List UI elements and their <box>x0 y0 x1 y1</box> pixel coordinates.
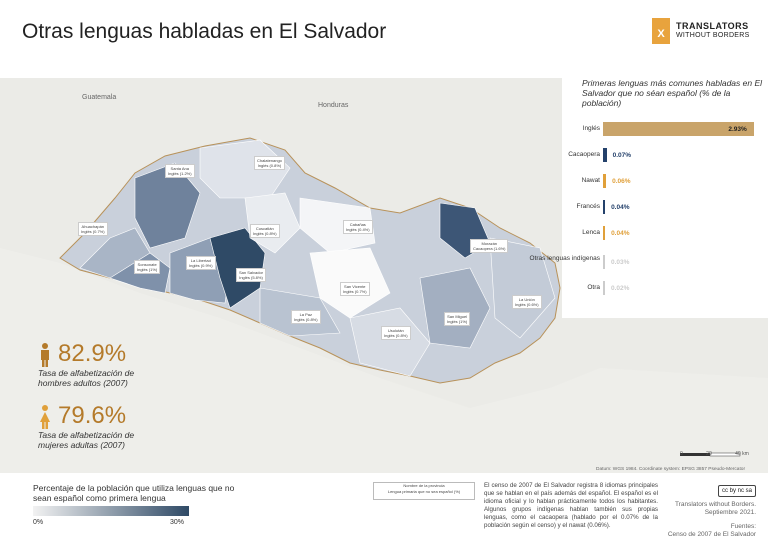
bar-label: Francés <box>576 203 600 210</box>
bar-value-label: 0.03% <box>611 259 630 266</box>
dept-label-la-libertad: La Libertad Inglés (0.9%) <box>186 256 216 270</box>
man-icon <box>41 343 49 367</box>
bar-row: Otras lenguas indígenas 0.03% <box>530 255 768 269</box>
dept-label-la-union: La Unión Inglés (0.6%) <box>512 295 542 309</box>
bar <box>603 226 606 240</box>
stat-men-value: 82.9% <box>58 340 127 367</box>
bar-value-label: 0.06% <box>612 178 631 185</box>
legend-min: 0% <box>33 519 44 526</box>
bar-label: Lenca <box>582 229 600 236</box>
dept-label-morazan: Morazán Cacaopera (1.6%) <box>470 239 509 253</box>
bar-value-label: 2.93% <box>728 126 747 133</box>
bar-row: Inglés 2.93% <box>562 122 768 136</box>
twb-logo[interactable]: X TRANSLATORS WITHOUT BORDERS <box>652 18 750 44</box>
scale-mid: 20 <box>706 451 712 457</box>
datum-text: Datum: WGS 1984. Coordinate system: EPSG… <box>596 467 746 472</box>
stat-men-desc: Tasa de alfabetización de hombres adulto… <box>38 368 135 388</box>
region-la-union <box>489 237 556 339</box>
dept-label-ahuachapan: Ahuachapán Inglés (0.7%) <box>78 222 108 236</box>
bar-value-label: 0.02% <box>611 285 630 292</box>
legend-title: Percentaje de la población que utiliza l… <box>33 483 235 503</box>
cc-license-icon[interactable]: cc by nc sa <box>717 485 756 497</box>
legend-gradient <box>33 506 189 516</box>
dept-label-cabanas: Cabañas Inglés (0.4%) <box>343 220 373 234</box>
page-title: Otras lenguas habladas en El Salvador <box>22 20 387 43</box>
dept-label-sonsonate: Sonsonate Inglés (1%) <box>134 260 161 274</box>
ocean <box>0 248 768 473</box>
region-cabanas <box>299 197 376 254</box>
bar <box>603 122 755 136</box>
bar-label: Otras lenguas indígenas <box>529 255 600 262</box>
dept-label-chalatenango: Chalatenango Inglés (0.8%) <box>254 156 285 170</box>
bar <box>603 281 605 295</box>
credit-source: Censo de 2007 de El Salvador <box>667 531 756 538</box>
dept-label-san-salvador: San Salvador Inglés (5.8%) <box>236 268 267 282</box>
dept-label-cuscatlan: Cuscatlán Inglés (0.8%) <box>250 224 280 238</box>
bar-label: Otra <box>587 284 600 291</box>
region-san-miguel <box>419 267 491 349</box>
bar-label: Nawat <box>581 177 600 184</box>
bar-row: Cacaopera 0.07% <box>562 148 768 162</box>
credit-block: cc by nc sa Translators without Borders.… <box>668 485 756 539</box>
bar <box>603 255 605 269</box>
bar-row: Lenca 0.04% <box>562 226 768 240</box>
stat-women-value: 79.6% <box>58 402 127 429</box>
bar-row: Otra 0.02% <box>562 281 768 295</box>
legend-key-box: Nombre de la provincia Lengua primaria q… <box>373 482 475 500</box>
label-honduras: Honduras <box>318 102 349 109</box>
credit-org: Translators without Borders. <box>674 501 756 508</box>
panel-title: Primeras lenguas más comunes habladas en… <box>582 78 763 108</box>
map-svg <box>0 137 768 473</box>
logo-sub: WITHOUT BORDERS <box>676 32 750 39</box>
bar-value-label: 0.04% <box>611 230 630 237</box>
dept-label-la-paz: La Paz Inglés (0.8%) <box>291 310 321 324</box>
label-guatemala: Guatemala <box>82 94 117 101</box>
credit-fuentes: Fuentes: <box>730 523 756 530</box>
census-text: El censo de 2007 de El Salvador registra… <box>484 482 658 529</box>
dept-label-san-vicente: San Vicente Inglés (0.7%) <box>340 282 370 296</box>
scale-bar-b <box>709 452 741 457</box>
bar <box>603 174 607 188</box>
logo-name: TRANSLATORS <box>676 21 749 31</box>
key-line1: Nombre de la provincia <box>403 483 445 488</box>
woman-icon <box>40 405 50 429</box>
scale-labels: 0 20 40 km <box>680 451 749 457</box>
bar <box>603 200 606 214</box>
bar <box>603 148 607 162</box>
key-line2: Lengua primaria que no sea español (%) <box>387 489 461 494</box>
bar-row: Nawat 0.06% <box>562 174 768 188</box>
bar-row: Francés 0.04% <box>562 200 768 214</box>
twb-logo-icon: X <box>652 18 670 44</box>
dept-label-san-miguel: San Miguel Inglés (1%) <box>444 312 471 326</box>
bar-label: Cacaopera <box>568 151 600 158</box>
region-cuscatlan <box>244 192 301 254</box>
bar-value-label: 0.04% <box>611 204 630 211</box>
scale-start: 0 <box>680 451 683 457</box>
region-usulutan <box>349 307 431 377</box>
dept-label-santa-ana: Santa Ana Inglés (1.2%) <box>165 164 195 178</box>
languages-panel: Primeras lenguas más comunes habladas en… <box>530 78 768 318</box>
scale-end: 40 km <box>735 451 749 457</box>
region-santa-ana <box>134 162 201 249</box>
stat-women-desc: Tasa de alfabetización de mujeres adulta… <box>38 430 135 450</box>
bar-value-label: 0.07% <box>612 152 632 159</box>
dept-label-usulutan: Usulután Inglés (0.8%) <box>381 326 411 340</box>
credit-date: Septiembre 2021. <box>704 509 756 516</box>
logo-mark-glyph: X <box>657 28 665 40</box>
stat-women: 79.6% Tasa de alfabetización de mujeres … <box>38 402 158 450</box>
bar-label: Inglés <box>582 125 600 132</box>
legend-max: 30% <box>170 519 185 526</box>
stat-men: 82.9% Tasa de alfabetización de hombres … <box>38 340 158 388</box>
scale-bar-a <box>680 453 710 456</box>
